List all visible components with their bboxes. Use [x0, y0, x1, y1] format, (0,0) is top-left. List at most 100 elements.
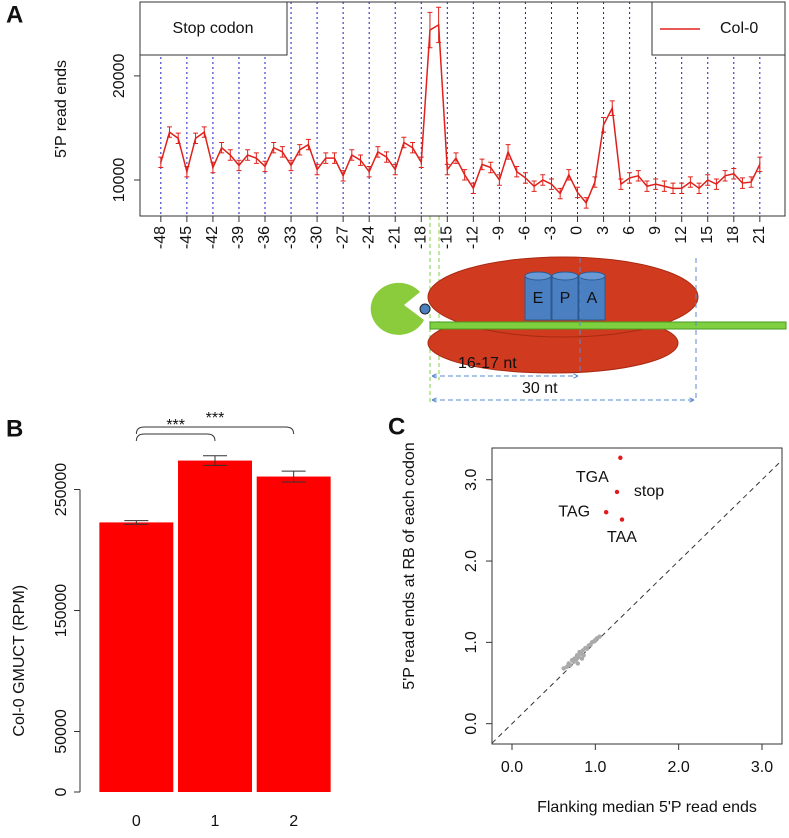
error-bar: [661, 180, 667, 192]
x-tick-label: -30: [308, 226, 325, 249]
point-label: TAG: [558, 503, 590, 520]
error-bar: [470, 182, 476, 195]
error-bar: [331, 152, 337, 164]
error-bar: [757, 156, 763, 173]
error-bar: [748, 176, 754, 188]
x-tick-label: -3: [543, 226, 560, 240]
error-bar: [401, 136, 407, 149]
x-tick-label: 6: [621, 226, 638, 235]
error-bar: [531, 180, 537, 192]
y-tick-label: 50000: [53, 709, 70, 754]
error-bar: [505, 144, 511, 160]
error-bar: [514, 165, 520, 178]
point: [568, 662, 573, 668]
annotation-box: [139, 1, 288, 56]
x-tick-label: -18: [412, 226, 429, 249]
identity-line: [491, 459, 783, 744]
error-bar: [713, 178, 719, 190]
x-axis-label: Flanking median 5'P read ends: [537, 799, 757, 816]
point: [584, 646, 590, 652]
error-bar: [635, 170, 641, 182]
error-bar: [305, 138, 311, 151]
y-tick-label: 0: [53, 787, 70, 796]
span-arrow: [431, 372, 579, 380]
x-tick-label: 9: [647, 226, 664, 235]
x-tick-label: -48: [152, 226, 169, 249]
point: [614, 489, 620, 495]
x-tick-label: 0: [132, 813, 141, 830]
error-bar: [193, 132, 199, 145]
x-tick-label: 2.0: [668, 759, 690, 776]
error-bar: [705, 174, 711, 186]
x-tick-label: 2: [289, 813, 298, 830]
x-tick-label: -12: [465, 226, 482, 249]
y-tick-label: 10000: [111, 158, 128, 203]
x-tick-label: 1.0: [584, 759, 606, 776]
x-tick-label: -39: [230, 226, 247, 249]
panel-letter: B: [6, 415, 23, 442]
ribosome-diagram: E P A 16-17 nt 30 nt: [370, 216, 787, 404]
site-label: P: [560, 290, 571, 307]
series-line: [160, 23, 761, 205]
plot-frame: [491, 447, 783, 745]
error-bar: [288, 159, 294, 172]
error-bar: [618, 178, 624, 190]
error-bar: [167, 126, 173, 138]
error-bar: [392, 163, 398, 176]
error-bar: [314, 163, 320, 176]
y-tick-label: 250000: [53, 463, 70, 516]
bar: [178, 460, 252, 792]
y-tick-label: 20000: [111, 54, 128, 99]
y-tick-label: 150000: [53, 584, 70, 637]
error-bar: [575, 186, 581, 199]
error-bar: [262, 160, 268, 173]
significance-bracket: [135, 433, 216, 442]
x-tick-label: -15: [439, 226, 456, 249]
y-tick-label: 2.0: [463, 550, 480, 572]
annotation: Stop codon: [173, 20, 254, 37]
significance-label: ***: [206, 410, 225, 427]
error-bar: [687, 176, 693, 188]
error-bar: [644, 180, 650, 192]
error-bar: [281, 470, 306, 483]
x-tick-label: 0: [569, 226, 586, 235]
span-label: 30 nt: [522, 380, 558, 397]
x-tick-label: 0.0: [501, 759, 523, 776]
x-tick-label: -42: [204, 226, 221, 249]
error-bar: [496, 174, 502, 186]
error-bar: [427, 11, 433, 49]
x-tick-label: 12: [673, 226, 690, 244]
x-tick-label: 3.0: [751, 759, 773, 776]
error-bar: [175, 132, 181, 145]
point: [597, 634, 602, 639]
error-bar: [227, 149, 233, 161]
site-label: E: [533, 290, 544, 307]
x-tick-label: -45: [178, 226, 195, 249]
point: [561, 666, 566, 671]
error-bar: [297, 144, 303, 156]
error-bar: [653, 178, 659, 190]
error-bar: [219, 142, 225, 154]
exonuclease: [370, 282, 424, 335]
y-tick-label: 1.0: [463, 631, 480, 653]
point: [619, 517, 625, 522]
error-bar: [679, 182, 685, 195]
error-bar: [479, 158, 485, 171]
x-tick-label: -9: [491, 226, 508, 240]
error-bar: [557, 187, 563, 200]
error-bar: [210, 161, 216, 174]
span-label: 16-17 nt: [458, 355, 517, 372]
error-bar: [124, 520, 149, 525]
error-bar: [601, 117, 607, 133]
error-bar: [462, 169, 468, 181]
error-bar: [279, 146, 285, 158]
error-bar: [158, 156, 164, 168]
error-bar: [418, 156, 424, 168]
point: [603, 510, 609, 515]
error-bar: [488, 161, 494, 174]
site-label: A: [587, 290, 598, 307]
error-bar: [366, 165, 372, 178]
error-bar: [444, 163, 450, 176]
error-bar: [340, 170, 346, 182]
